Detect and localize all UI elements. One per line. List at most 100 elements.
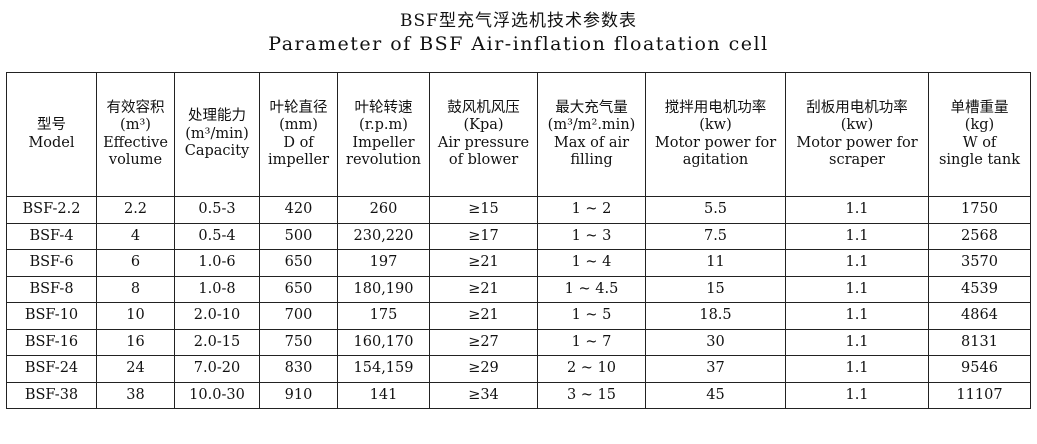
cell-agitation-motor-power: 11 xyxy=(645,249,786,277)
cell-max-air-filling: 1 ~ 7 xyxy=(537,328,646,356)
cell-scraper-motor-power: 1.1 xyxy=(785,196,929,224)
header-line: Model xyxy=(28,134,75,151)
cell-effective-volume: 10 xyxy=(96,302,175,330)
cell-capacity: 0.5-4 xyxy=(174,222,260,250)
cell-agitation-motor-power: 7.5 xyxy=(645,222,786,250)
header-line: 叶轮直径 xyxy=(269,99,328,116)
header-line: volume xyxy=(108,151,163,168)
cell-capacity: 7.0-20 xyxy=(174,355,260,383)
cell-max-air-filling: 1 ~ 5 xyxy=(537,302,646,330)
table-row: BSF-8 8 1.0-8 650 180,190 ≥21 1 ~ 4.5 15 1.1 4539 xyxy=(6,275,1031,303)
cell-impeller-diameter: 700 xyxy=(259,302,338,330)
cell-scraper-motor-power: 1.1 xyxy=(785,302,929,330)
cell-effective-volume: 8 xyxy=(96,275,175,303)
cell-impeller-speed: 260 xyxy=(337,196,430,224)
cell-capacity: 1.0-6 xyxy=(174,249,260,277)
cell-model: BSF-6 xyxy=(6,249,97,277)
cell-blower-pressure: ≥15 xyxy=(429,196,538,224)
header-line: Effective xyxy=(103,134,168,151)
header-line: (kg) xyxy=(964,117,995,134)
cell-scraper-motor-power: 1.1 xyxy=(785,381,929,409)
cell-blower-pressure: ≥21 xyxy=(429,275,538,303)
header-line: 型号 xyxy=(37,117,66,134)
header-scraper-motor-power: 刮板用电机功率 (kw) Motor power for scraper xyxy=(785,72,929,197)
cell-scraper-motor-power: 1.1 xyxy=(785,275,929,303)
header-line: 处理能力 xyxy=(188,108,246,125)
header-line: filling xyxy=(570,151,613,168)
cell-impeller-diameter: 830 xyxy=(259,355,338,383)
table-title-chinese: BSF型充气浮选机技术参数表 xyxy=(400,11,637,31)
cell-scraper-motor-power: 1.1 xyxy=(785,249,929,277)
header-line: agitation xyxy=(682,151,749,168)
cell-scraper-motor-power: 1.1 xyxy=(785,222,929,250)
cell-impeller-speed: 197 xyxy=(337,249,430,277)
header-line: revolution xyxy=(346,151,421,168)
header-line: 刮板用电机功率 xyxy=(806,99,908,116)
cell-model: BSF-10 xyxy=(6,302,97,330)
table-row: BSF-38 38 10.0-30 910 141 ≥34 3 ~ 15 45 1.1 11107 xyxy=(6,381,1031,409)
header-line: impeller xyxy=(267,151,330,168)
cell-agitation-motor-power: 5.5 xyxy=(645,196,786,224)
cell-capacity: 10.0-30 xyxy=(174,381,260,409)
cell-capacity: 1.0-8 xyxy=(174,275,260,303)
header-line: Capacity xyxy=(184,143,250,160)
cell-max-air-filling: 1 ~ 4.5 xyxy=(537,275,646,303)
cell-capacity: 2.0-10 xyxy=(174,302,260,330)
cell-single-tank-weight: 1750 xyxy=(928,196,1031,224)
cell-blower-pressure: ≥21 xyxy=(429,302,538,330)
header-impeller-speed: 叶轮转速 (r.p.m) Impeller revolution xyxy=(337,72,430,197)
header-line: 单槽重量 xyxy=(950,99,1009,116)
cell-impeller-speed: 154,159 xyxy=(337,355,430,383)
cell-model: BSF-4 xyxy=(6,222,97,250)
cell-single-tank-weight: 4864 xyxy=(928,302,1031,330)
cell-effective-volume: 16 xyxy=(96,328,175,356)
cell-impeller-diameter: 420 xyxy=(259,196,338,224)
cell-impeller-diameter: 650 xyxy=(259,275,338,303)
cell-effective-volume: 4 xyxy=(96,222,175,250)
table-row: BSF-4 4 0.5-4 500 230,220 ≥17 1 ~ 3 7.5 1.1 2568 xyxy=(6,222,1031,250)
header-single-tank-weight: 单槽重量 (kg) W of single tank xyxy=(928,72,1031,197)
cell-impeller-speed: 180,190 xyxy=(337,275,430,303)
cell-capacity: 0.5-3 xyxy=(174,196,260,224)
cell-blower-pressure: ≥17 xyxy=(429,222,538,250)
header-line: (m³/m².min) xyxy=(547,117,636,134)
cell-blower-pressure: ≥34 xyxy=(429,381,538,409)
header-line: Max of air xyxy=(553,134,630,151)
cell-model: BSF-16 xyxy=(6,328,97,356)
header-impeller-diameter: 叶轮直径 (mm) D of impeller xyxy=(259,72,338,197)
cell-max-air-filling: 3 ~ 15 xyxy=(537,381,646,409)
cell-impeller-speed: 141 xyxy=(337,381,430,409)
table-title-english: Parameter of BSF Air-inflation floatatio… xyxy=(268,33,769,55)
cell-single-tank-weight: 4539 xyxy=(928,275,1031,303)
header-blower-pressure: 鼓风机风压 (Kpa) Air pressure of blower xyxy=(429,72,538,197)
cell-agitation-motor-power: 15 xyxy=(645,275,786,303)
header-line: (mm) xyxy=(279,117,318,134)
cell-impeller-speed: 175 xyxy=(337,302,430,330)
cell-agitation-motor-power: 18.5 xyxy=(645,302,786,330)
cell-model: BSF-24 xyxy=(6,355,97,383)
cell-single-tank-weight: 11107 xyxy=(928,381,1031,409)
cell-model: BSF-2.2 xyxy=(6,196,97,224)
cell-agitation-motor-power: 30 xyxy=(645,328,786,356)
cell-model: BSF-8 xyxy=(6,275,97,303)
cell-impeller-diameter: 750 xyxy=(259,328,338,356)
cell-single-tank-weight: 3570 xyxy=(928,249,1031,277)
cell-impeller-speed: 160,170 xyxy=(337,328,430,356)
table-row: BSF-6 6 1.0-6 650 197 ≥21 1 ~ 4 11 1.1 3570 xyxy=(6,249,1031,277)
header-line: (r.p.m) xyxy=(359,117,408,134)
table-body: BSF-2.2 2.2 0.5-3 420 260 ≥15 1 ~ 2 5.5 1.1 1750 B… xyxy=(6,196,1031,409)
cell-model: BSF-38 xyxy=(6,381,97,409)
cell-max-air-filling: 2 ~ 10 xyxy=(537,355,646,383)
header-line: 搅拌用电机功率 xyxy=(664,99,767,116)
header-line: 鼓风机风压 xyxy=(447,99,520,116)
table-row: BSF-10 10 2.0-10 700 175 ≥21 1 ~ 5 18.5 1.1 4864 xyxy=(6,302,1031,330)
cell-scraper-motor-power: 1.1 xyxy=(785,355,929,383)
header-capacity: 处理能力 (m³/min) Capacity xyxy=(174,72,260,197)
cell-single-tank-weight: 9546 xyxy=(928,355,1031,383)
cell-max-air-filling: 1 ~ 4 xyxy=(537,249,646,277)
cell-max-air-filling: 1 ~ 3 xyxy=(537,222,646,250)
header-model: 型号 Model xyxy=(6,72,97,197)
cell-impeller-diameter: 910 xyxy=(259,381,338,409)
cell-single-tank-weight: 2568 xyxy=(928,222,1031,250)
cell-impeller-speed: 230,220 xyxy=(337,222,430,250)
